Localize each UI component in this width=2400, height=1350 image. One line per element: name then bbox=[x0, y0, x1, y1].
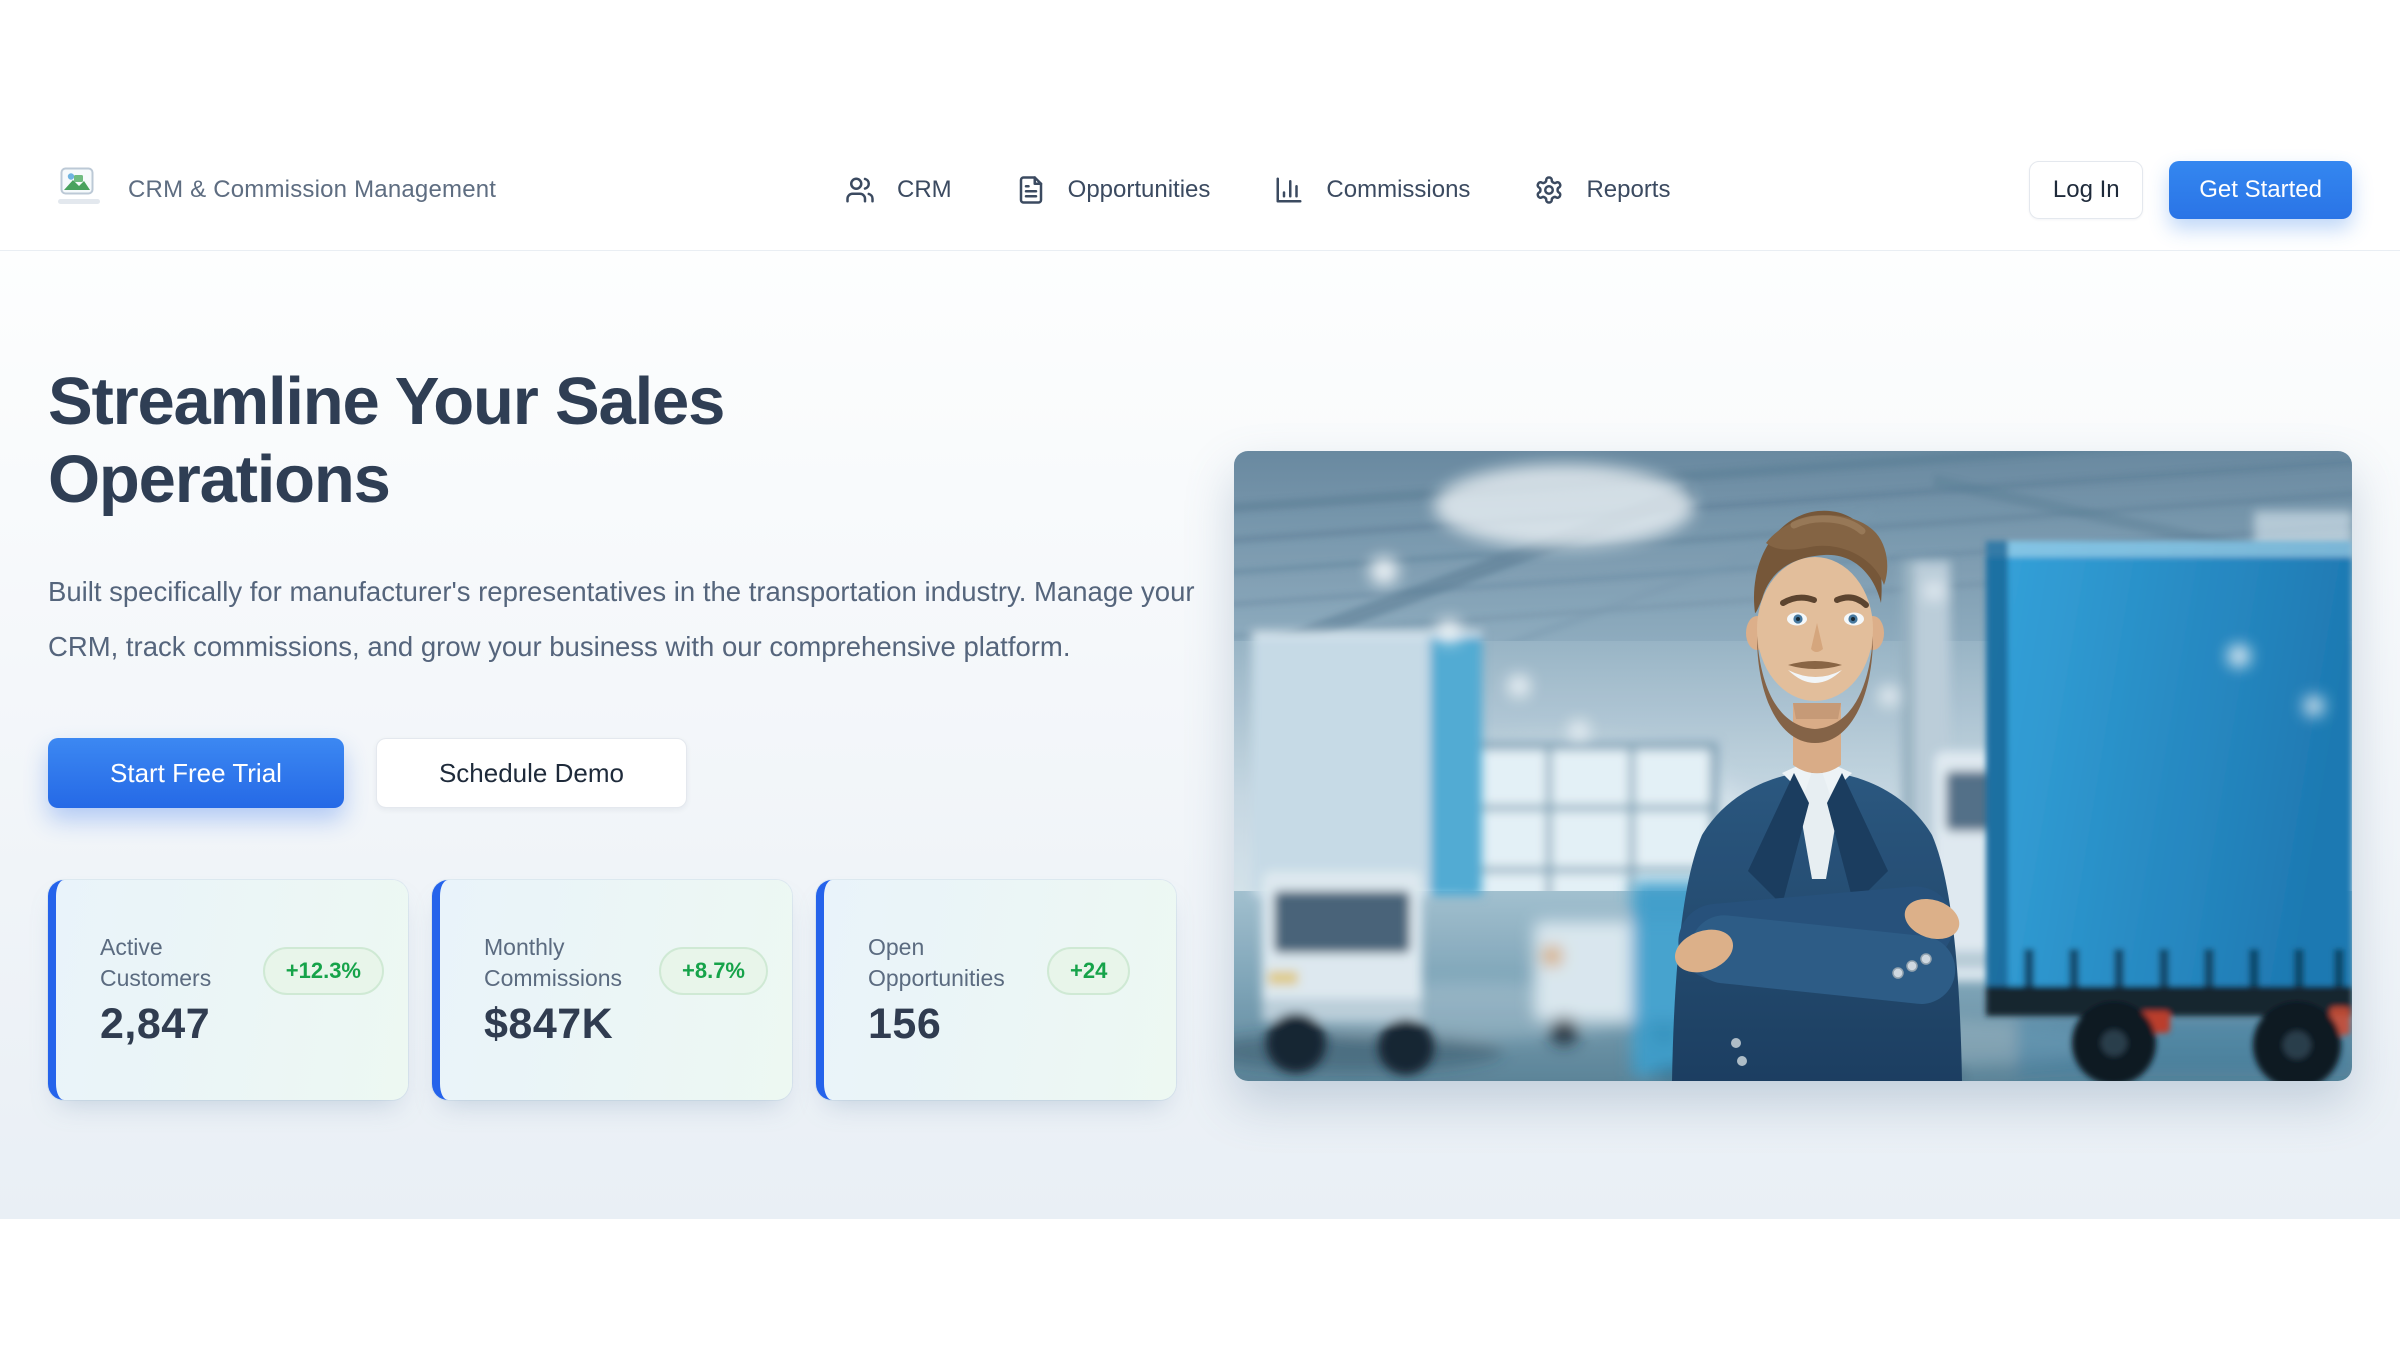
schedule-demo-button[interactable]: Schedule Demo bbox=[375, 738, 687, 809]
file-text-icon bbox=[1019, 176, 1042, 204]
top-nav-bar: CRM & Commission Management CRM Opportun… bbox=[0, 0, 2400, 251]
stats-row: Active Customers +12.3% 2,847 Monthly Co… bbox=[48, 880, 1218, 1101]
nav-item-reports[interactable]: Reports bbox=[1534, 175, 1670, 205]
hero-section: Streamline Your Sales Operations Built s… bbox=[0, 251, 2400, 1219]
users-icon bbox=[846, 177, 874, 203]
main-nav: CRM Opportunities Commissions Reports bbox=[845, 158, 1670, 222]
get-started-button[interactable]: Get Started bbox=[2169, 161, 2352, 219]
stat-value: 156 bbox=[868, 999, 942, 1048]
hero-photo bbox=[1234, 451, 2352, 1081]
brand: CRM & Commission Management bbox=[58, 167, 497, 213]
log-in-button[interactable]: Log In bbox=[2029, 161, 2144, 219]
stat-card-active-customers: Active Customers +12.3% 2,847 bbox=[48, 880, 408, 1101]
brand-title: CRM & Commission Management bbox=[128, 176, 497, 203]
businessman-figure bbox=[1654, 510, 1964, 1081]
stat-label: Open Opportunities bbox=[868, 933, 1005, 991]
page-title: Streamline Your Sales Operations bbox=[48, 364, 725, 517]
hero-copy: Streamline Your Sales Operations Built s… bbox=[48, 363, 1218, 1101]
nav-label: CRM bbox=[897, 176, 952, 203]
bar-chart-icon bbox=[1276, 177, 1302, 203]
cta-row: Start Free Trial Schedule Demo bbox=[48, 738, 1218, 809]
nav-label: Opportunities bbox=[1067, 176, 1211, 203]
stat-label: Monthly Commissions bbox=[484, 933, 623, 991]
stat-value: $847K bbox=[484, 999, 614, 1048]
gear-icon bbox=[1536, 176, 1562, 204]
nav-label: Reports bbox=[1586, 176, 1671, 203]
stat-value: 2,847 bbox=[100, 999, 211, 1048]
stat-change-badge: +12.3% bbox=[262, 946, 384, 995]
nav-label: Commissions bbox=[1326, 176, 1471, 203]
stat-label: Active Customers bbox=[100, 933, 212, 991]
nav-item-commissions[interactable]: Commissions bbox=[1274, 175, 1470, 205]
stat-card-monthly-commissions: Monthly Commissions +8.7% $847K bbox=[432, 880, 792, 1101]
logo-image-icon bbox=[58, 167, 100, 213]
nav-item-crm[interactable]: CRM bbox=[845, 175, 952, 205]
warehouse-scene bbox=[1234, 451, 2352, 1081]
auth-actions: Log In Get Started bbox=[2029, 161, 2352, 219]
hero-description: Built specifically for manufacturer's re… bbox=[48, 576, 1195, 663]
nav-item-opportunities[interactable]: Opportunities bbox=[1016, 175, 1211, 205]
start-free-trial-button[interactable]: Start Free Trial bbox=[48, 738, 344, 809]
logo-alt-smudge bbox=[58, 199, 100, 204]
stat-change-badge: +24 bbox=[1047, 946, 1131, 995]
stat-card-open-opportunities: Open Opportunities +24 156 bbox=[816, 880, 1176, 1101]
stat-change-badge: +8.7% bbox=[659, 946, 768, 995]
